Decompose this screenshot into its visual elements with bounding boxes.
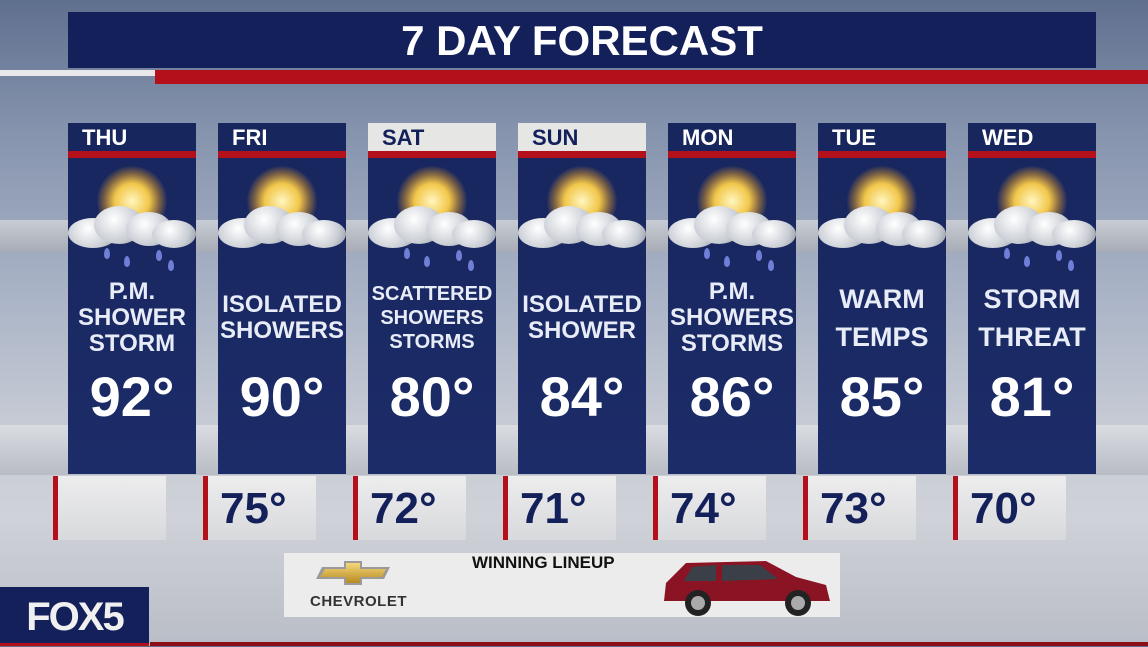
description-line: STORM (88, 330, 176, 357)
description-line: STORMS (680, 330, 784, 357)
sun-cloud-rain-icon (68, 158, 196, 271)
cloud-icon (68, 204, 196, 252)
day-label: TUE (832, 125, 876, 150)
sun-cloud-rain-icon (668, 158, 796, 271)
cloud-icon (368, 204, 496, 252)
forecast-description: ISOLATED SHOWERS (218, 268, 346, 368)
description-line: SHOWERS (380, 307, 484, 329)
high-temp: 92° (89, 365, 175, 428)
description-line: ISOLATED (522, 291, 642, 318)
sun-cloud-icon (818, 158, 946, 268)
raindrop-icon (1056, 250, 1062, 261)
description-line: P.M. (108, 278, 156, 305)
description-line: WARM (839, 284, 925, 314)
day-label: FRI (232, 125, 268, 150)
forecast-description: P.M. SHOWERS STORMS (668, 268, 796, 368)
forecast-day-fri: FRI ISOLATED SHOWERS 90° (218, 123, 346, 474)
raindrop-icon (1004, 248, 1010, 259)
sun-cloud-rain-icon (368, 158, 496, 271)
day-label: MON (682, 125, 734, 150)
raindrop-icon (768, 260, 774, 271)
low-temp: 75° (203, 476, 316, 540)
suv-image (664, 561, 830, 616)
raindrop-icon (156, 250, 162, 261)
divider (150, 642, 1148, 646)
raindrop-icon (424, 256, 430, 267)
description-line: SHOWERS (669, 304, 794, 331)
sponsor-ad: CHEVROLET WINNING LINEUP (284, 553, 840, 617)
description-line: SHOWERS (219, 317, 344, 344)
description-line: SCATTERED (371, 283, 493, 305)
description-line: ISOLATED (222, 291, 342, 318)
high-temp: 81° (989, 365, 1075, 428)
low-temp: 71° (503, 476, 616, 540)
divider (155, 70, 1148, 84)
forecast-day-thu: THU P.M. SHOWER STORM 92° (68, 123, 196, 474)
raindrop-icon (124, 256, 130, 267)
raindrop-icon (404, 248, 410, 259)
description-line: P.M. (708, 278, 756, 305)
high-temp: 86° (689, 365, 775, 428)
divider (818, 151, 946, 158)
day-label: THU (82, 125, 128, 150)
divider (68, 151, 196, 158)
high-temp: 80° (389, 365, 475, 428)
fox5-logo: FOX5 (0, 587, 149, 646)
low-temp: 70° (953, 476, 1066, 540)
divider (218, 151, 346, 158)
high-temp: 90° (239, 365, 325, 428)
divider (968, 151, 1096, 158)
cloud-icon (668, 204, 796, 252)
raindrop-icon (104, 248, 110, 259)
day-label: SUN (518, 123, 646, 151)
cloud-icon (968, 204, 1096, 252)
high-temp: 85° (839, 365, 925, 428)
raindrop-icon (704, 248, 710, 259)
cloud-icon (818, 204, 946, 252)
low-temp: 73° (803, 476, 916, 540)
forecast-day-wed: WED STORM THREAT 81° (968, 123, 1096, 474)
page-title: 7 DAY FORECAST (68, 12, 1096, 68)
sun-cloud-icon (518, 158, 646, 268)
raindrop-icon (168, 260, 174, 271)
forecast-description: ISOLATED SHOWER (518, 268, 646, 368)
description-line: STORMS (389, 331, 475, 353)
raindrop-icon (756, 250, 762, 261)
sun-cloud-icon (218, 158, 346, 268)
description-line: STORM (983, 284, 1081, 314)
description-line: THREAT (978, 322, 1086, 352)
description-line: SHOWER (78, 304, 186, 331)
raindrop-icon (456, 250, 462, 261)
divider (0, 70, 155, 76)
forecast-day-sun: SUN ISOLATED SHOWER 84° (518, 123, 646, 474)
low-temp: 72° (353, 476, 466, 540)
raindrop-icon (468, 260, 474, 271)
raindrop-icon (724, 256, 730, 267)
low-temp (53, 476, 166, 540)
ad-brand: CHEVROLET (310, 593, 408, 610)
cloud-icon (518, 204, 646, 252)
raindrop-icon (1024, 256, 1030, 267)
forecast-description: WARM TEMPS (818, 268, 946, 368)
sun-cloud-rain-icon (968, 158, 1096, 271)
day-label: SAT (368, 123, 496, 151)
ad-headline: WINNING LINEUP (472, 553, 615, 572)
cloud-icon (218, 204, 346, 252)
forecast-description: P.M. SHOWER STORM (68, 268, 196, 368)
forecast-day-sat: SAT SCATTERED SHOWERS STORMS 80° (368, 123, 496, 474)
forecast-day-tue: TUE WARM TEMPS 85° (818, 123, 946, 474)
raindrop-icon (1068, 260, 1074, 271)
chevrolet-bowtie-logo (316, 561, 390, 585)
description-line: TEMPS (835, 322, 929, 352)
divider (518, 151, 646, 158)
forecast-description: STORM THREAT (968, 268, 1096, 368)
description-line: SHOWER (528, 317, 636, 344)
day-label: WED (982, 125, 1034, 150)
forecast-day-mon: MON P.M. SHOWERS STORMS 86° (668, 123, 796, 474)
high-temp: 84° (539, 365, 625, 428)
forecast-description: SCATTERED SHOWERS STORMS (368, 268, 496, 368)
divider (668, 151, 796, 158)
low-temp: 74° (653, 476, 766, 540)
divider (368, 151, 496, 158)
